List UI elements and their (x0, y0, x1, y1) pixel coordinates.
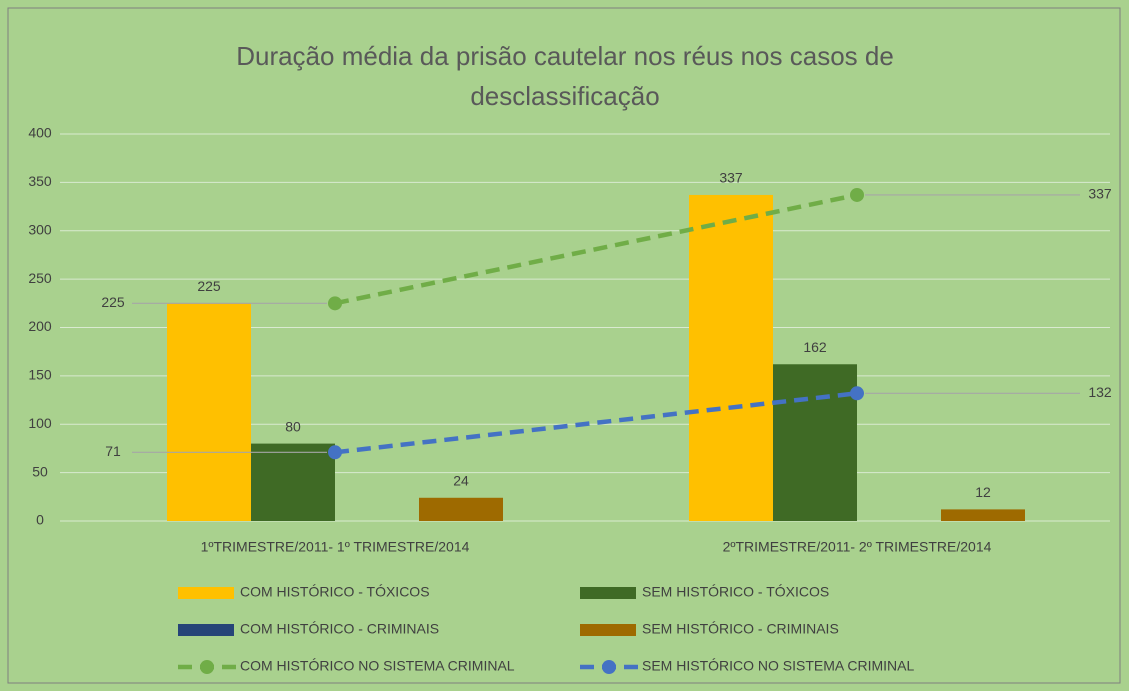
line-value-label: 337 (1088, 186, 1112, 202)
y-tick-label: 50 (32, 463, 48, 479)
legend-label: COM HISTÓRICO - CRIMINAIS (240, 621, 439, 637)
line-marker (850, 187, 864, 202)
x-tick-label: 2ºTRIMESTRE/2011- 2º TRIMESTRE/2014 (723, 539, 992, 555)
legend-label: SEM HISTÓRICO NO SISTEMA CRIMINAL (642, 658, 914, 674)
bar (167, 303, 251, 521)
legend-label: COM HISTÓRICO NO SISTEMA CRIMINAL (240, 658, 515, 674)
x-tick-label: 1ºTRIMESTRE/2011- 1º TRIMESTRE/2014 (201, 539, 470, 555)
bar-value-label: 24 (453, 472, 469, 488)
line-marker (328, 296, 342, 311)
line-value-label: 225 (101, 294, 125, 310)
y-tick-label: 150 (28, 367, 52, 383)
y-tick-label: 100 (28, 415, 52, 431)
y-tick-label: 0 (36, 512, 44, 528)
y-tick-label: 300 (28, 221, 52, 237)
legend-marker (200, 660, 214, 674)
chart-title: Duração média da prisão cautelar nos réu… (236, 41, 894, 111)
bar (941, 509, 1025, 521)
bar-value-label: 162 (803, 339, 827, 355)
y-tick-label: 400 (28, 125, 52, 141)
bar (251, 443, 335, 521)
line-marker (850, 386, 864, 401)
legend-swatch (580, 587, 636, 599)
bar (773, 364, 857, 521)
bar (419, 497, 503, 521)
legend-label: COM HISTÓRICO - TÓXICOS (240, 584, 430, 600)
line-value-label: 132 (1088, 384, 1112, 400)
bar-value-label: 80 (285, 418, 301, 434)
bar-value-label: 12 (975, 484, 991, 500)
line (334, 192, 858, 306)
legend-label: SEM HISTÓRICO - CRIMINAIS (642, 621, 839, 637)
bar-value-label: 225 (197, 278, 221, 294)
y-tick-label: 250 (28, 270, 52, 286)
legend-marker (602, 660, 616, 674)
legend-swatch (178, 624, 234, 636)
y-tick-label: 200 (28, 318, 52, 334)
bar-value-label: 337 (719, 170, 743, 186)
line-marker (328, 445, 342, 460)
legend-swatch (580, 624, 636, 636)
bar (689, 194, 773, 521)
legend-label: SEM HISTÓRICO - TÓXICOS (642, 584, 829, 600)
legend-swatch (178, 587, 234, 599)
y-tick-label: 350 (28, 173, 52, 189)
line-value-label: 71 (105, 443, 121, 459)
